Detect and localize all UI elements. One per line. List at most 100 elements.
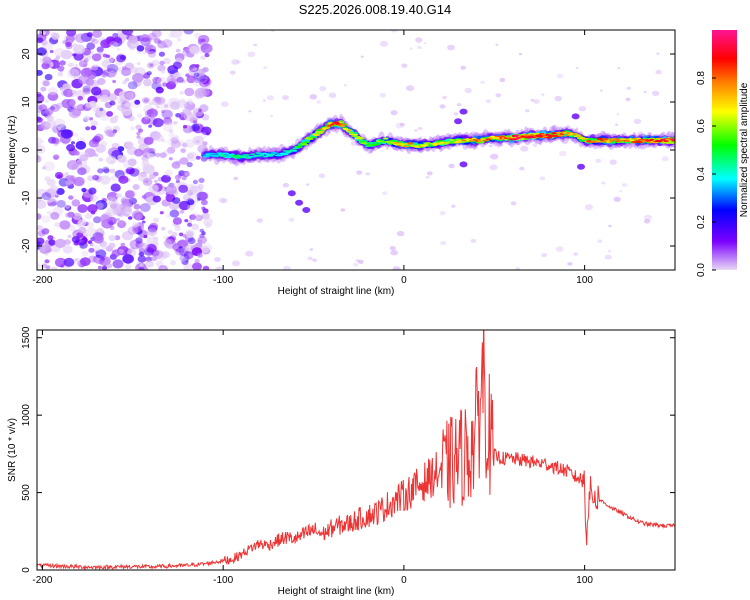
noise-speckle — [489, 164, 498, 171]
noise-speckle — [199, 78, 210, 88]
noise-speckle — [584, 204, 594, 211]
ridge-segment — [366, 142, 374, 144]
noise-speckle — [86, 42, 96, 50]
noise-speckle — [42, 41, 53, 51]
noise-speckle — [396, 230, 405, 237]
noise-speckle — [46, 210, 52, 215]
colorbar-tick-label: 0.8 — [696, 71, 707, 85]
noise-speckle — [143, 42, 153, 51]
noise-speckle — [78, 226, 87, 234]
ridge-segment — [575, 134, 581, 136]
noise-speckle — [91, 38, 99, 45]
noise-speckle — [171, 161, 181, 169]
noise-speckle — [177, 99, 188, 109]
noise-speckle — [91, 86, 102, 96]
noise-speckle — [65, 179, 73, 186]
noise-speckle — [182, 170, 190, 177]
noise-speckle — [79, 154, 89, 162]
snr-plot — [37, 330, 675, 570]
ridge-segment — [280, 153, 289, 156]
noise-speckle — [87, 79, 100, 90]
noise-speckle — [409, 47, 413, 50]
ridge-segment — [378, 139, 385, 141]
noise-speckle — [601, 181, 606, 185]
noise-speckle — [179, 209, 185, 214]
noise-speckle — [136, 131, 141, 136]
noise-speckle — [643, 219, 651, 224]
noise-speckle — [266, 95, 275, 101]
noise-speckle — [37, 199, 47, 209]
noise-speckle — [64, 171, 69, 176]
noise-speckle — [554, 95, 562, 102]
noise-speckle — [94, 133, 104, 142]
ridge-segment — [393, 142, 402, 144]
noise-speckle — [37, 142, 41, 148]
noise-speckle — [101, 60, 110, 68]
noise-speckle — [67, 68, 80, 79]
noise-speckle — [74, 64, 79, 68]
noise-speckle — [91, 64, 99, 71]
ridge-segment — [615, 140, 620, 143]
noise-speckle — [120, 206, 133, 216]
stray-feature — [577, 163, 585, 170]
ridge-segment — [407, 142, 414, 145]
ridge-segment — [258, 154, 265, 156]
noise-speckle — [174, 135, 179, 139]
noise-speckle — [188, 67, 194, 73]
noise-speckle — [499, 77, 506, 83]
ridge-segment — [620, 138, 629, 140]
noise-speckle — [75, 140, 87, 150]
noise-speckle — [171, 140, 181, 149]
noise-speckle — [134, 148, 144, 157]
noise-speckle — [136, 45, 145, 52]
noise-speckle — [379, 93, 387, 98]
noise-speckle — [202, 265, 210, 270]
noise-speckle — [54, 171, 64, 179]
noise-speckle — [161, 109, 173, 120]
noise-speckle — [47, 91, 59, 101]
noise-speckle — [168, 132, 175, 138]
noise-speckle — [77, 95, 84, 101]
noise-speckle — [81, 250, 89, 257]
noise-speckle — [190, 123, 200, 132]
noise-speckle — [187, 222, 193, 227]
noise-speckle — [182, 124, 188, 129]
noise-speckle — [232, 260, 241, 267]
noise-speckle — [164, 44, 168, 48]
noise-speckle — [117, 104, 126, 112]
snr-series-line — [37, 330, 675, 570]
noise-speckle — [84, 213, 93, 220]
noise-speckle — [159, 211, 164, 215]
noise-speckle — [149, 222, 159, 231]
noise-speckle — [187, 237, 196, 245]
noise-speckle — [247, 51, 256, 58]
noise-speckle — [73, 176, 85, 187]
noise-speckle — [143, 78, 152, 87]
noise-speckle — [56, 188, 65, 195]
noise-speckle — [101, 265, 108, 270]
noise-speckle — [140, 37, 151, 46]
noise-speckle — [200, 245, 210, 254]
noise-speckle — [205, 222, 212, 228]
noise-speckle — [110, 183, 121, 192]
noise-speckle — [170, 30, 183, 38]
noise-speckle — [92, 105, 101, 113]
stray-feature — [459, 108, 468, 115]
noise-speckle — [257, 160, 262, 164]
noise-speckle — [59, 60, 66, 66]
ridge-segment — [671, 138, 675, 141]
noise-speckle — [184, 219, 189, 223]
noise-speckle — [176, 37, 182, 42]
noise-speckle — [129, 168, 140, 177]
noise-speckle — [92, 30, 103, 38]
noise-speckle — [578, 106, 587, 112]
noise-speckle — [125, 77, 130, 82]
noise-speckle — [187, 199, 195, 206]
noise-speckle — [199, 228, 205, 233]
ridge-segment — [321, 129, 327, 131]
noise-speckle — [485, 99, 492, 104]
noise-speckle — [45, 119, 56, 129]
noise-speckle — [616, 113, 620, 116]
noise-speckle — [157, 64, 166, 72]
noise-speckle — [41, 263, 47, 268]
